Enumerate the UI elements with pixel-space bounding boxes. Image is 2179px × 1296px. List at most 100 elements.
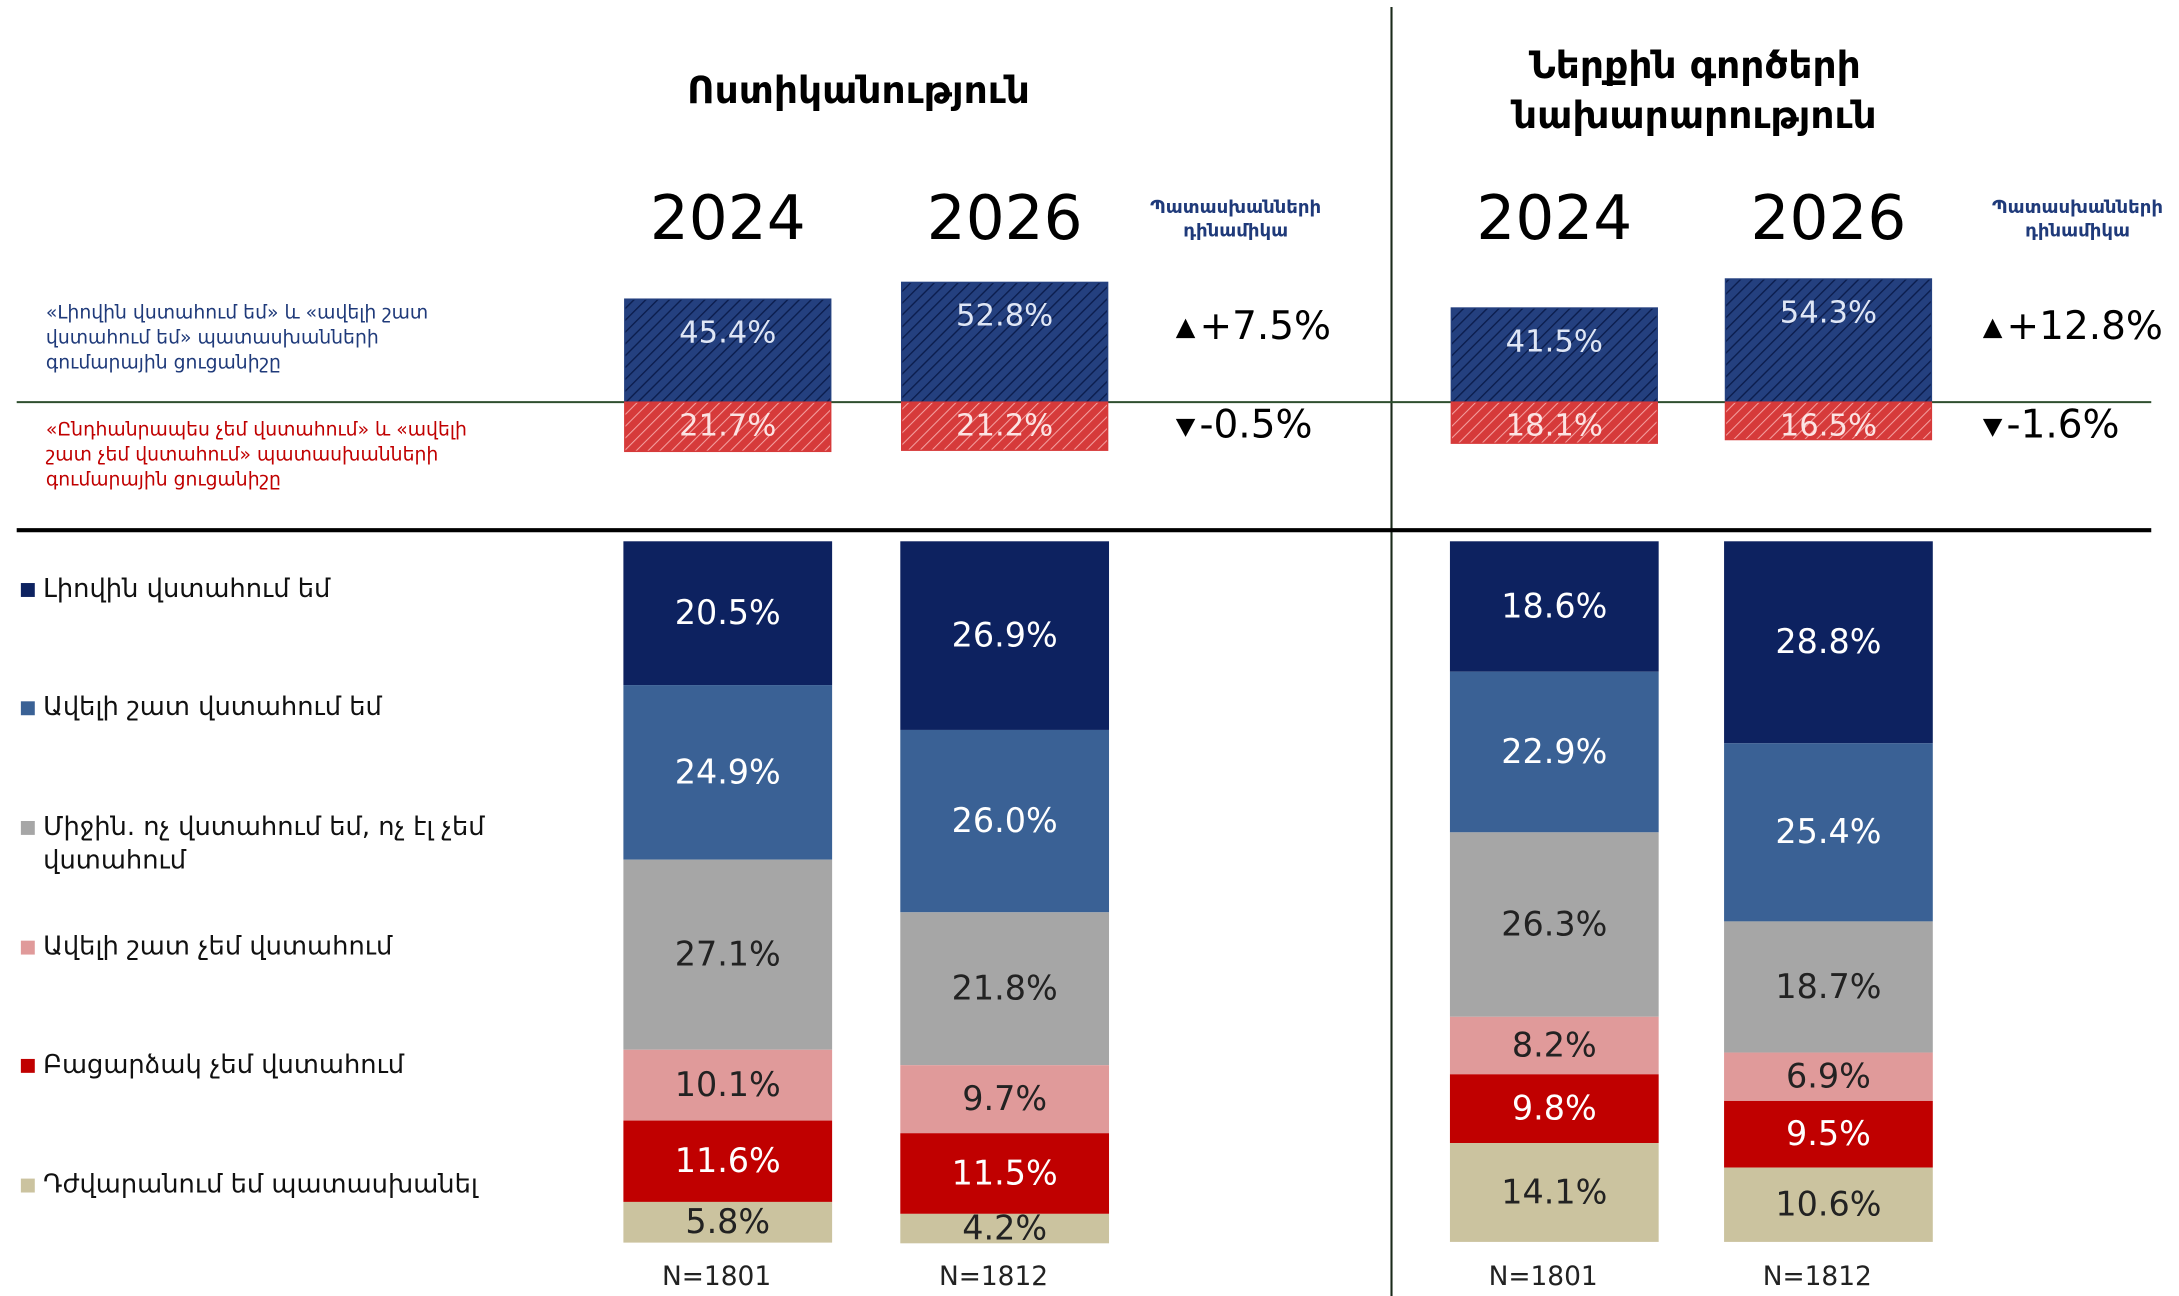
stack-segment [623,1049,833,1121]
segment-label: 26.9% [952,616,1058,655]
legend-swatch [20,1058,35,1073]
legend-swatch [20,820,35,835]
segment-label: 26.3% [1501,904,1607,943]
segment-label: 10.1% [675,1065,781,1104]
panel-title: Ոստիկանություն [687,69,1030,113]
segment-label: 9.7% [962,1079,1047,1118]
negative-sum-label: 21.7% [679,409,776,444]
stack-segment [1724,921,1933,1053]
stack-segment [1449,1143,1659,1242]
year-label: 2026 [1751,183,1907,254]
down-arrow [1175,418,1196,437]
stack-segment [1724,541,1933,744]
negative-sum-label: 18.1% [1506,409,1603,444]
legend-swatch [20,701,35,716]
change-label: +12.8% [2007,304,2163,349]
segment-label: 4.2% [962,1208,1047,1247]
segment-label: 27.1% [675,935,781,974]
segment-label: 9.5% [1786,1114,1871,1153]
negative-sum-caption: «Ընդհանրապես չեմ վստահում» և «ավելի շատ … [45,418,467,492]
segment-label: 11.5% [952,1153,1058,1192]
stack-segment [900,1133,1110,1214]
legend-swatch [20,1178,35,1193]
positive-sum-bar [1724,278,1933,403]
segment-label: 10.6% [1775,1185,1881,1224]
negative-sum-label: 16.5% [1780,409,1877,444]
segment-label: 9.8% [1512,1089,1597,1128]
positive-sum-bar [900,281,1109,403]
segment-label: 5.8% [685,1202,770,1241]
segment-label: 26.0% [952,801,1058,840]
up-arrow [1175,318,1196,339]
legend-label: Լիովին վստահում եմ [43,574,331,604]
stack-segment [1449,1016,1659,1075]
stack-segment [1724,1052,1933,1101]
year-label: 2024 [650,183,806,254]
stack-segment [623,859,833,1050]
stack-segment [900,541,1110,730]
negative-sum-label: 21.2% [956,409,1053,444]
segment-label: 6.9% [1786,1057,1871,1096]
legend-swatch [20,583,35,597]
positive-sum-caption: «Լիովին վստահում եմ» և «ավելի շատ վստահո… [45,301,429,375]
change-label: +7.5% [1199,304,1331,349]
positive-sum-label: 54.3% [1780,295,1877,330]
segment-label: 20.5% [675,593,781,632]
n-label: N=1801 [1489,1261,1598,1292]
segment-label: 25.4% [1775,812,1881,851]
stack-segment [1449,832,1659,1017]
negative-sum-bar [1724,401,1933,441]
positive-sum-bar [1450,307,1658,403]
stack-segment [900,1065,1110,1134]
up-arrow [1982,318,2003,339]
stack-segment [623,541,833,686]
stack-segment [623,685,833,860]
stack-segment [900,912,1110,1066]
legend-label: Ավելի շատ վստահում եմ [43,692,382,723]
change-label: -1.6% [2007,403,2120,448]
negative-sum-bar [624,401,832,453]
change-header: Պատասխանների դինամիկա [1150,197,1322,243]
legend-label: Միջին. ոչ վստահում եմ, ոչ էլ չեմ վստահու… [43,812,485,876]
change-header: Պատասխանների դինամիկա [1991,197,2164,243]
n-label: N=1812 [939,1261,1048,1292]
stack-segment [1724,1167,1933,1242]
segment-label: 28.8% [1775,622,1881,661]
stack-segment [900,1213,1110,1244]
stack-segment [1724,743,1933,922]
positive-sum-bar [624,298,832,403]
stack-segment [1449,1074,1659,1144]
stack-segment [1449,671,1659,833]
n-label: N=1812 [1763,1261,1872,1292]
stack-segment [1449,541,1659,672]
legend-label: Դժվարանում եմ պատասխանել [43,1170,478,1200]
segment-label: 14.1% [1501,1172,1607,1211]
segment-label: 8.2% [1512,1025,1597,1064]
segment-label: 11.6% [675,1141,781,1180]
year-label: 2024 [1476,183,1632,254]
negative-sum-bar [1450,401,1658,444]
negative-sum-bar [900,401,1109,451]
stack-segment [1724,1100,1933,1168]
segment-label: 24.9% [675,752,781,791]
n-label: N=1801 [662,1261,771,1292]
legend-label: Ավելի շատ չեմ վստահում [43,932,393,962]
segment-label: 22.9% [1501,732,1607,771]
stack-segment [900,729,1110,913]
legend-swatch [20,940,35,955]
segment-label: 21.8% [952,969,1058,1008]
year-label: 2026 [927,183,1083,254]
segment-label: 18.6% [1501,586,1607,625]
legend-label: Բացարձակ չեմ վստահում [43,1050,405,1080]
change-label: -0.5% [1199,403,1312,448]
positive-sum-label: 45.4% [679,315,776,350]
down-arrow [1982,418,2003,437]
panel-title: Ներքին գործերի նախարարություն [1513,44,1877,138]
segment-label: 18.7% [1775,967,1881,1006]
positive-sum-label: 52.8% [956,299,1053,334]
stack-segment [623,1120,833,1202]
stack-segment [623,1201,833,1243]
